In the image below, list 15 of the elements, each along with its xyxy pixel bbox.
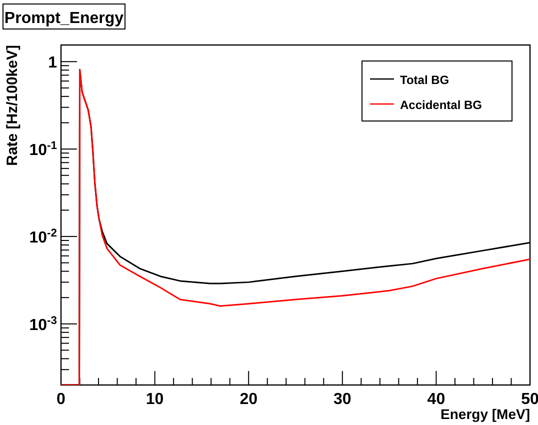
x-tick-label: 20 bbox=[240, 391, 258, 408]
legend-label: Total BG bbox=[400, 73, 450, 87]
y-tick-label: 10$^{-1}$ bbox=[29, 140, 57, 160]
x-tick-label: 50 bbox=[521, 391, 538, 408]
x-axis-title: Energy [MeV] bbox=[440, 406, 530, 422]
chart-title: Prompt_Energy bbox=[4, 10, 124, 27]
x-tick-label: 30 bbox=[334, 391, 352, 408]
y-tick-label: 10$^{-3}$ bbox=[29, 314, 57, 334]
y-axis-title: Rate [Hz/100keV] bbox=[4, 45, 21, 166]
x-tick-label: 10 bbox=[146, 391, 164, 408]
x-tick-label: 0 bbox=[56, 391, 66, 408]
legend-label: Accidental BG bbox=[400, 98, 482, 112]
x-tick-label: 40 bbox=[427, 391, 446, 408]
y-tick-label: 1 bbox=[48, 54, 58, 72]
y-tick-label: 10$^{-2}$ bbox=[29, 227, 57, 246]
